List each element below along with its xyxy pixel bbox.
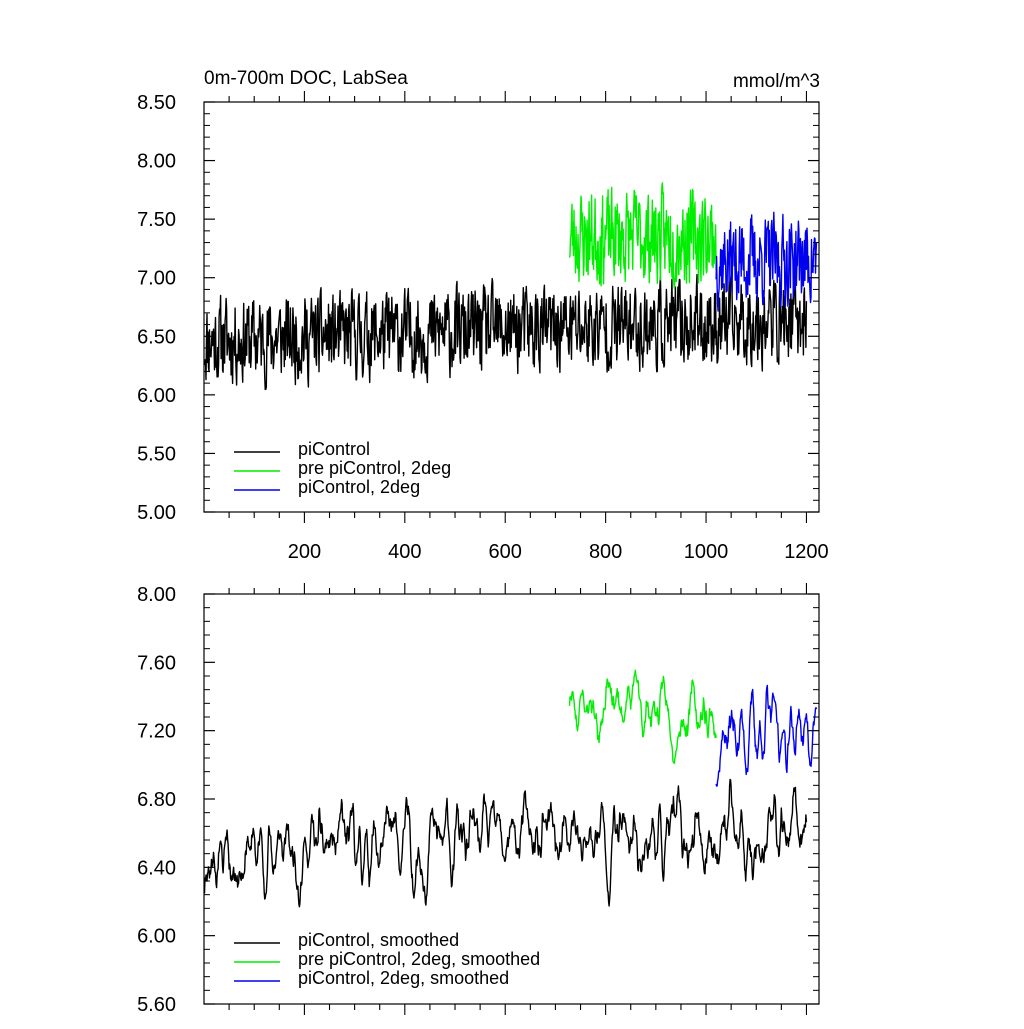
top-panel: 0m-700m DOC, LabSea mmol/m^3 5.00 5.50 6.0… (137, 68, 829, 563)
series-line-pre-picontrol-2deg-smoothed (568, 669, 717, 764)
y-tick-label: 8.00 (137, 584, 176, 606)
y-tick-label: 8.00 (137, 151, 176, 173)
top-chart-title: 0m-700m DOC, LabSea (204, 68, 408, 89)
x-tick-label: 600 (489, 541, 522, 563)
legend-label-picontrol-smoothed: piControl, smoothed (298, 930, 459, 950)
x-tick-label: 800 (589, 541, 622, 563)
y-tick-label: 6.00 (137, 926, 176, 948)
x-tick-label: 1200 (784, 541, 829, 563)
legend-label-pre-picontrol-2deg: pre piControl, 2deg (298, 458, 451, 478)
y-tick-label: 8.50 (137, 92, 176, 114)
bottom-legend: piControl, smoothed pre piControl, 2deg,… (234, 930, 540, 988)
y-tick-label: 7.50 (137, 209, 176, 231)
top-legend: piControl pre piControl, 2deg piControl,… (234, 439, 451, 497)
series-line-pre-picontrol-2deg (568, 182, 717, 290)
legend-label-picontrol-2deg: piControl, 2deg (298, 477, 420, 497)
y-tick-label: 6.50 (137, 326, 176, 348)
y-tick-label: 6.40 (137, 857, 176, 879)
y-tick-label: 6.00 (137, 385, 176, 407)
bottom-plot-frame (203, 593, 820, 1005)
series-line-picontrol-2deg (715, 211, 818, 312)
top-ticks: 5.00 5.50 6.00 6.50 7.00 7.50 8.00 8.50 200 400 60… (137, 91, 829, 563)
legend-label-picontrol: piControl (298, 439, 370, 459)
series-line-picontrol-smoothed (203, 778, 808, 908)
x-tick-label: 200 (288, 541, 321, 563)
y-tick-label: 5.50 (137, 443, 176, 465)
top-plot-frame (203, 101, 820, 513)
top-chart-units: mmol/m^3 (733, 71, 820, 92)
series-line-picontrol (203, 268, 808, 391)
y-tick-label: 5.00 (137, 502, 176, 524)
bottom-ticks: 5.60 6.00 6.40 6.80 7.20 7.60 8.00 (137, 583, 819, 1016)
legend-label-pre-picontrol-2deg-smoothed: pre piControl, 2deg, smoothed (298, 949, 540, 969)
x-tick-label: 400 (388, 541, 421, 563)
top-series-layer (203, 182, 818, 391)
y-tick-label: 7.00 (137, 268, 176, 290)
y-tick-label: 5.60 (137, 994, 176, 1016)
series-line-picontrol-2deg-smoothed (715, 684, 818, 787)
y-tick-label: 7.20 (137, 721, 176, 743)
y-tick-label: 6.80 (137, 789, 176, 811)
y-tick-label: 7.60 (137, 652, 176, 674)
legend-label-picontrol-2deg-smoothed: piControl, 2deg, smoothed (298, 968, 509, 988)
bottom-series-layer (203, 669, 818, 908)
x-tick-label: 1000 (684, 541, 729, 563)
bottom-panel: 5.60 6.00 6.40 6.80 7.20 7.60 8.00 piControl, … (137, 583, 820, 1016)
